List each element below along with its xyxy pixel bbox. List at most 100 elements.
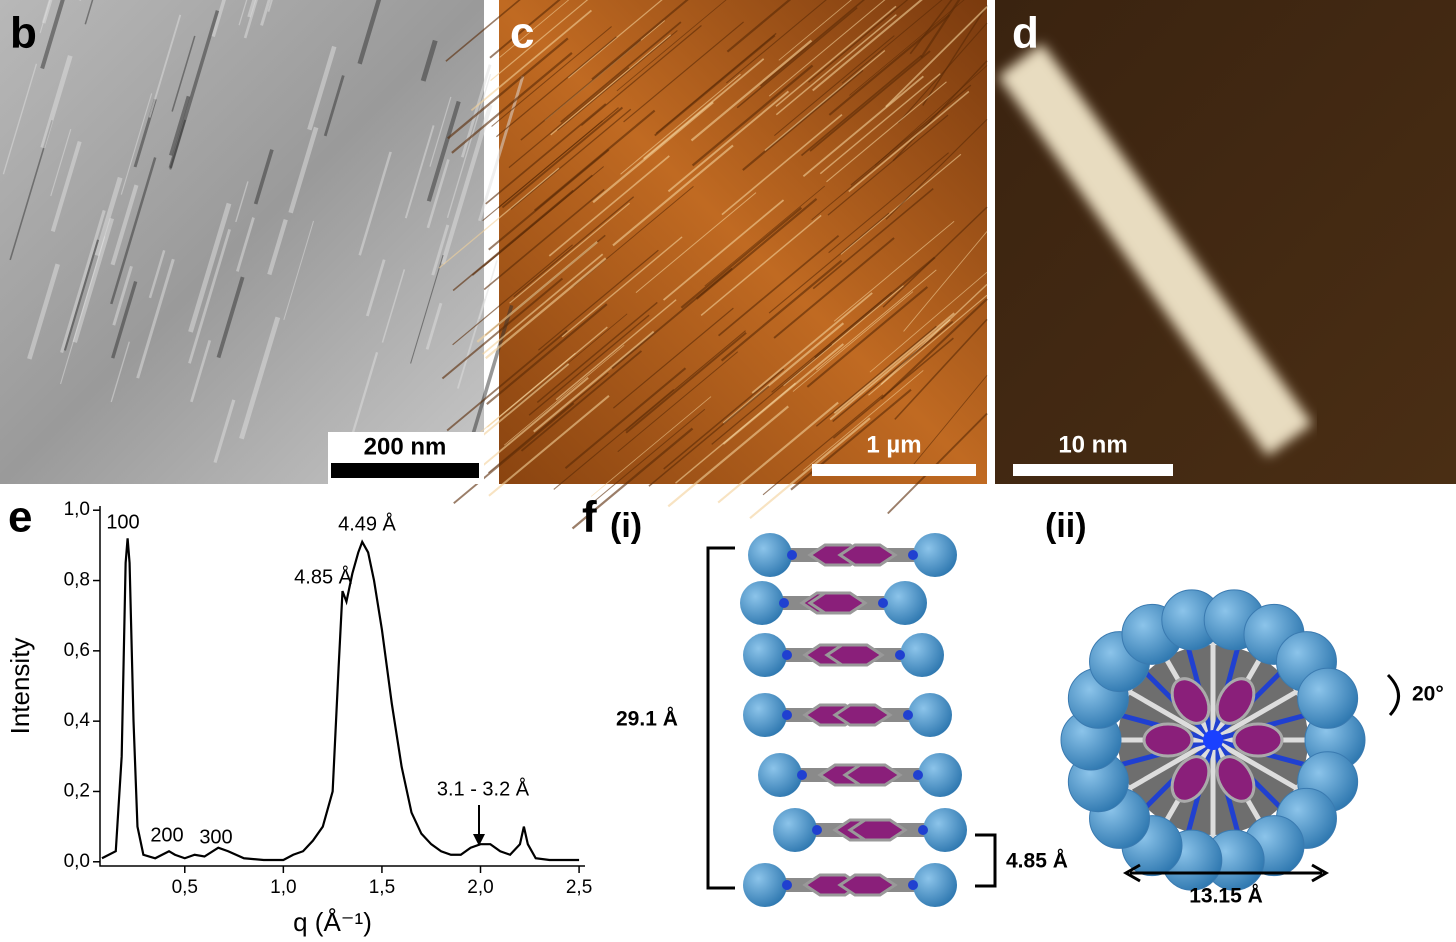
- fibril: [841, 0, 943, 84]
- fibril: [814, 256, 936, 359]
- spoke: [1211, 737, 1301, 793]
- fibril: [904, 375, 988, 476]
- fibril: [503, 344, 625, 446]
- fibril: [803, 370, 924, 471]
- aromatic-ring: [847, 818, 908, 842]
- streak: [288, 126, 319, 214]
- streak: [247, 0, 256, 18]
- fibril: [557, 30, 678, 131]
- center-atom: [1203, 730, 1223, 750]
- fibril: [536, 301, 658, 403]
- streak: [243, 0, 258, 39]
- fibril: [528, 314, 650, 416]
- streak: [50, 129, 72, 197]
- fibril: [700, 214, 822, 317]
- atom: [782, 880, 792, 890]
- spoke: [1211, 687, 1301, 743]
- fibril: [749, 417, 871, 520]
- streak: [120, 93, 153, 195]
- arrow-head: [473, 834, 485, 846]
- fibril: [471, 174, 593, 276]
- fibril: [868, 294, 988, 396]
- panel-label: c: [510, 9, 534, 58]
- fibril: [581, 25, 702, 126]
- y-tick-label: 1,0: [64, 499, 90, 520]
- sphere: [913, 863, 957, 907]
- fibril: [553, 389, 675, 490]
- fiber: [997, 43, 1313, 457]
- fibril: [499, 0, 570, 58]
- fibril: [625, 330, 746, 432]
- fibril: [815, 325, 937, 427]
- fibril: [826, 81, 947, 183]
- fibril: [827, 114, 949, 216]
- fibril: [488, 395, 610, 497]
- fibril: [438, 167, 560, 269]
- fibril: [802, 75, 925, 178]
- x-tick-label: 1,0: [270, 877, 296, 898]
- fibril: [667, 90, 790, 193]
- sphere: [913, 533, 957, 577]
- rotation-arrow: [1386, 673, 1400, 717]
- sphere: [1297, 667, 1359, 729]
- fibril: [718, 235, 840, 337]
- atom: [918, 825, 928, 835]
- streak: [267, 219, 288, 276]
- streak: [358, 151, 392, 256]
- fibril: [806, 286, 929, 388]
- fibril: [489, 0, 561, 59]
- fibril: [612, 144, 734, 247]
- fibril: [792, 291, 914, 392]
- streak: [410, 254, 444, 364]
- scale-bar: [1013, 464, 1173, 476]
- atom: [779, 598, 789, 608]
- streak: [39, 0, 51, 34]
- fibril: [808, 0, 909, 83]
- fibril: [920, 0, 961, 59]
- sub-label: (ii): [1045, 507, 1087, 545]
- annotation: 4.85 Å: [294, 565, 352, 588]
- fibril: [623, 21, 744, 123]
- streak: [60, 210, 106, 354]
- streak: [110, 184, 139, 266]
- streak: [420, 39, 438, 82]
- fibril: [885, 6, 988, 108]
- streak: [50, 141, 82, 232]
- fibril: [768, 212, 890, 314]
- fibril: [726, 0, 792, 53]
- aromatic-ring: [824, 643, 885, 667]
- fibril: [829, 318, 951, 421]
- bracket: [706, 546, 735, 890]
- sphere: [918, 753, 962, 797]
- fibril: [635, 192, 757, 294]
- streak: [40, 55, 73, 149]
- fibril: [880, 298, 988, 400]
- fibril: [592, 101, 714, 204]
- streak: [136, 258, 175, 379]
- fibril: [564, 367, 687, 469]
- fibril: [662, 199, 785, 301]
- panel-label: d: [1012, 9, 1039, 58]
- fibril: [711, 343, 833, 445]
- sub-label: (i): [610, 507, 642, 545]
- streak: [110, 341, 130, 403]
- panel-label: e: [8, 493, 32, 542]
- streak: [260, 0, 271, 26]
- texture: [2, 0, 988, 530]
- streak: [169, 95, 191, 156]
- fibril: [616, 0, 727, 92]
- aromatic-ring: [1142, 722, 1194, 758]
- fibril: [778, 0, 852, 61]
- fibril: [451, 52, 573, 154]
- afm-image: [499, 0, 987, 484]
- sphere: [743, 693, 787, 737]
- fibril: [828, 152, 949, 254]
- atom: [878, 598, 888, 608]
- fibril: [620, 73, 741, 175]
- angle-label: 20°: [1412, 683, 1444, 706]
- fibril: [537, 249, 659, 351]
- sphere: [740, 581, 784, 625]
- fibril: [869, 271, 988, 373]
- fibril: [762, 394, 884, 496]
- scale-label: 10 nm: [1058, 431, 1127, 458]
